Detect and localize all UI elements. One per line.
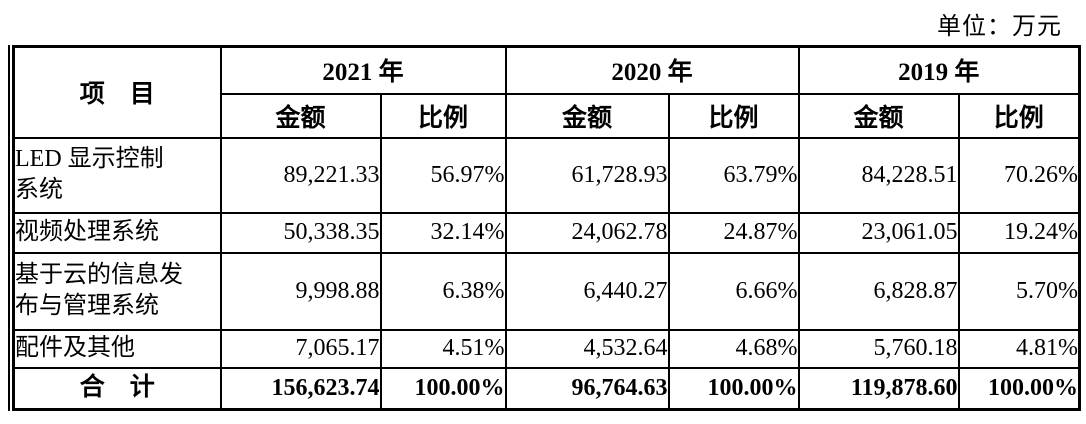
- amount-cell-2019: 5,760.18: [797, 328, 960, 369]
- amount-cell-2019: 84,228.51: [797, 136, 960, 214]
- ratio-cell-2021: 4.51%: [379, 328, 507, 369]
- amount-cell-2020: 61,728.93: [504, 136, 670, 214]
- total-ratio-cell-2020: 100.00%: [667, 366, 800, 411]
- ratio-cell-2020: 6.66%: [667, 251, 800, 331]
- header-amount-2020: 金额: [504, 92, 670, 139]
- amount-cell-2021: 9,998.88: [219, 251, 382, 331]
- total-label-cell: 合 计: [12, 366, 222, 411]
- header-ratio-2020: 比例: [667, 92, 800, 139]
- amount-cell-2020: 6,440.27: [504, 251, 670, 331]
- header-amount-2019: 金额: [797, 92, 960, 139]
- amount-cell-2021: 7,065.17: [219, 328, 382, 369]
- total-ratio-cell-2019: 100.00%: [957, 366, 1081, 411]
- total-ratio-cell-2021: 100.00%: [379, 366, 507, 411]
- header-ratio-2019: 比例: [957, 92, 1081, 139]
- ratio-cell-2019: 5.70%: [957, 251, 1081, 331]
- ratio-cell-2020: 63.79%: [667, 136, 800, 214]
- amount-cell-2020: 4,532.64: [504, 328, 670, 369]
- header-item: 项 目: [12, 45, 222, 139]
- ratio-cell-2019: 19.24%: [957, 211, 1081, 254]
- ratio-cell-2021: 56.97%: [379, 136, 507, 214]
- revenue-by-product-table: 项 目 2021 年 2020 年 2019 年 金额 比例 金额 比例 金额 …: [12, 45, 1082, 411]
- amount-cell-2019: 6,828.87: [797, 251, 960, 331]
- header-row-years: 项 目 2021 年 2020 年 2019 年: [12, 45, 1081, 139]
- header-year-2020: 2020 年: [504, 45, 800, 95]
- table-row-led-display-control: LED 显示控制 系统 89,221.33 56.97% 61,728.93 6…: [12, 136, 1081, 214]
- item-cell: 配件及其他: [12, 328, 222, 369]
- item-cell: LED 显示控制 系统: [12, 136, 222, 214]
- header-year-2021: 2021 年: [219, 45, 507, 95]
- ratio-cell-2020: 4.68%: [667, 328, 800, 369]
- item-cell: 基于云的信息发 布与管理系统: [12, 251, 222, 331]
- header-row-metrics: 金额 比例 金额 比例 金额 比例: [14, 92, 1081, 139]
- header-amount-2021: 金额: [219, 92, 382, 139]
- table-row-cloud-info-system: 基于云的信息发 布与管理系统 9,998.88 6.38% 6,440.27 6…: [12, 251, 1081, 331]
- amount-cell-2019: 23,061.05: [797, 211, 960, 254]
- ratio-cell-2019: 4.81%: [957, 328, 1081, 369]
- total-row: 合 计 156,623.74 100.00% 96,764.63 100.00%…: [12, 366, 1081, 411]
- total-amount-cell-2021: 156,623.74: [219, 366, 382, 411]
- amount-cell-2021: 89,221.33: [219, 136, 382, 214]
- ratio-cell-2021: 32.14%: [379, 211, 507, 254]
- total-amount-cell-2019: 119,878.60: [797, 366, 960, 411]
- header-ratio-2021: 比例: [379, 92, 507, 139]
- amount-cell-2020: 24,062.78: [504, 211, 670, 254]
- table-row-accessories-other: 配件及其他 7,065.17 4.51% 4,532.64 4.68% 5,76…: [12, 328, 1081, 369]
- ratio-cell-2020: 24.87%: [667, 211, 800, 254]
- table-row-video-processing: 视频处理系统 50,338.35 32.14% 24,062.78 24.87%…: [12, 211, 1081, 254]
- header-year-2019: 2019 年: [797, 45, 1081, 95]
- total-amount-cell-2020: 96,764.63: [504, 366, 670, 411]
- ratio-cell-2019: 70.26%: [957, 136, 1081, 214]
- ratio-cell-2021: 6.38%: [379, 251, 507, 331]
- amount-cell-2021: 50,338.35: [219, 211, 382, 254]
- item-cell: 视频处理系统: [12, 211, 222, 254]
- unit-label: 单位：万元: [937, 14, 1062, 40]
- revenue-table-wrapper: 项 目 2021 年 2020 年 2019 年 金额 比例 金额 比例 金额 …: [8, 45, 1082, 411]
